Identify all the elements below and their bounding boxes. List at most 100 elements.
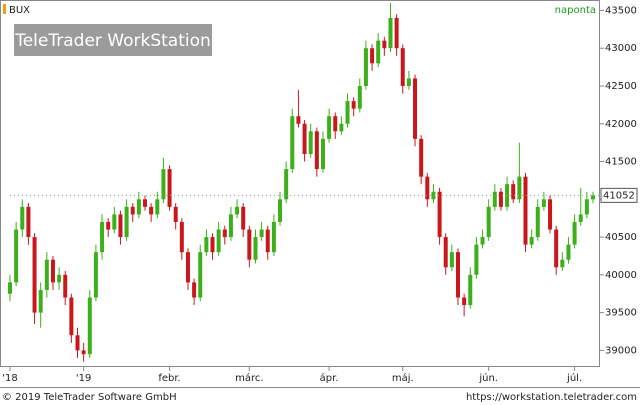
candle-body (498, 191, 503, 207)
candle-body (468, 274, 473, 306)
candle-body (327, 116, 332, 139)
candle-body (296, 116, 301, 124)
x-tick-label: júl. (566, 372, 582, 384)
chart-title: BUX (9, 5, 30, 16)
candle-body (222, 229, 227, 238)
candle-body (462, 297, 467, 306)
candle-body (75, 335, 80, 351)
candle-body (106, 221, 111, 230)
y-tick-label: 40500 (605, 232, 637, 243)
candle-body (505, 184, 510, 207)
candle-body (50, 259, 55, 283)
x-tick-label: '18 (2, 373, 17, 384)
candle-body (32, 237, 37, 313)
candle-body (278, 199, 283, 222)
candle-body (118, 214, 123, 238)
candle-body (265, 229, 270, 253)
candle-body (492, 191, 497, 207)
y-tick-label: 42000 (605, 119, 637, 130)
candle-body (136, 199, 141, 215)
candle-body (345, 101, 350, 124)
candle-body (548, 199, 553, 230)
candle-body (406, 78, 411, 86)
candle-body (69, 297, 74, 336)
candle-body (124, 206, 129, 238)
candle-body (228, 214, 233, 238)
candle-body (437, 191, 442, 238)
candle-body (578, 214, 583, 222)
candle-body (57, 274, 62, 283)
last-value-box (600, 187, 638, 203)
candle-body (271, 221, 276, 253)
candle-body (591, 195, 595, 200)
candle-body (357, 85, 362, 109)
x-tick-label: máj. (392, 372, 414, 384)
candle-body (149, 206, 154, 215)
candle-body (259, 229, 264, 238)
candle-body (302, 123, 307, 154)
candle-body (130, 206, 135, 215)
candle-body (155, 199, 160, 215)
candle-body (185, 252, 190, 283)
y-tick-label: 39000 (605, 345, 637, 356)
candle-body (560, 259, 565, 268)
candle-body (455, 252, 460, 298)
candle-body (535, 206, 540, 238)
candle-body (554, 229, 559, 268)
candle-body (419, 138, 424, 177)
y-tick-label: 43000 (605, 43, 637, 54)
footer-right: https://workstation.teletrader.com (466, 392, 637, 403)
candle-body (63, 274, 68, 298)
candle-body (474, 244, 479, 275)
y-tick-label: 39500 (605, 308, 637, 319)
candle-body (413, 78, 418, 139)
candle-body (235, 206, 240, 215)
candle-body (449, 252, 454, 268)
watermark-box (14, 24, 212, 56)
candle-body (81, 350, 86, 355)
x-tick-label: '19 (76, 373, 91, 384)
candle-body (8, 282, 12, 294)
candle-body (363, 48, 368, 86)
candle-body (572, 221, 577, 245)
candle-body (425, 176, 430, 200)
candle-body (339, 123, 344, 132)
candle-body (523, 176, 528, 245)
candle-body (517, 176, 522, 200)
candle-body (216, 229, 221, 253)
footer-left: © 2019 TeleTrader Software GmbH (2, 392, 177, 403)
candle-body (161, 169, 166, 200)
y-tick-label: 43500 (605, 5, 637, 16)
interval-label: naponta (555, 5, 596, 16)
candle-body (173, 206, 178, 222)
x-tick-label: ápr. (320, 372, 339, 384)
candle-body (192, 282, 197, 298)
y-tick-label: 40000 (605, 270, 637, 281)
candle-body (44, 259, 49, 290)
candle-body (541, 199, 546, 207)
candle-body (480, 237, 485, 245)
candle-body (431, 191, 436, 200)
candle-body (333, 116, 338, 132)
candle-body (308, 131, 313, 154)
candle-body (584, 199, 589, 215)
candle-body (486, 206, 491, 238)
candle-body (511, 184, 516, 200)
candle-body (529, 237, 534, 245)
candle-body (204, 237, 209, 253)
candle-body (38, 289, 43, 313)
candle-body (198, 252, 203, 298)
candle-body (210, 237, 215, 253)
watermark: TeleTrader WorkStation (14, 31, 211, 51)
candle-body (100, 221, 105, 253)
candle-body (443, 237, 448, 268)
candle-body (167, 169, 172, 207)
candle-body (314, 131, 319, 170)
candle-body (320, 138, 325, 170)
candle-body (566, 244, 571, 260)
candle-body (253, 237, 258, 260)
plot-frame (0, 0, 600, 367)
candle-body (370, 48, 375, 64)
